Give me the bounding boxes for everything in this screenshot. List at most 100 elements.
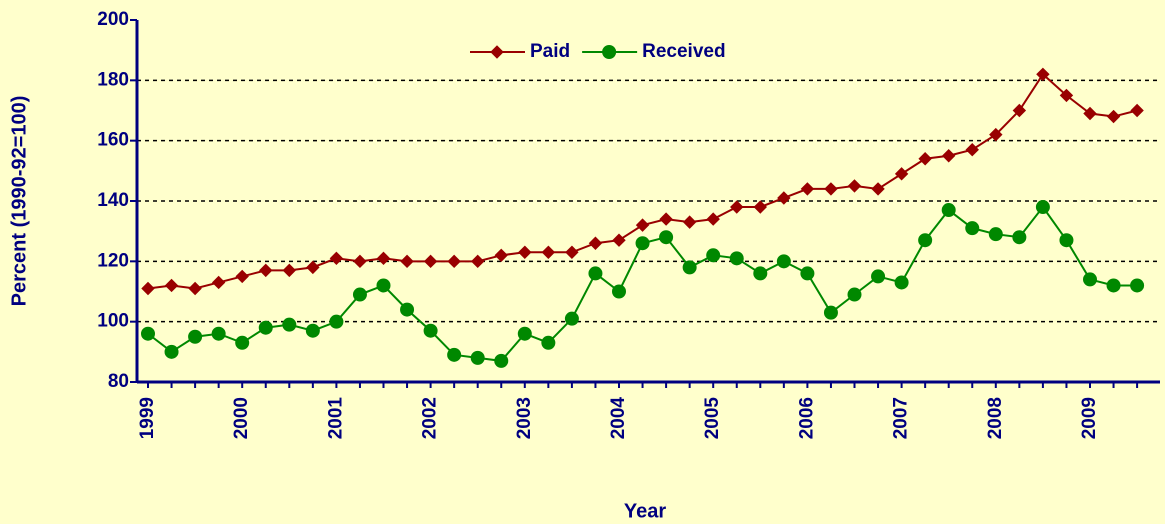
data-point	[1059, 88, 1074, 103]
x-tick-label: 2006	[796, 397, 817, 439]
data-point	[918, 152, 932, 166]
data-point	[353, 254, 367, 269]
data-point	[376, 278, 391, 293]
data-point	[141, 281, 155, 296]
data-point	[188, 329, 203, 344]
x-tick-label: 2001	[325, 397, 346, 440]
data-point	[989, 127, 1003, 142]
data-point	[659, 230, 674, 245]
data-point	[730, 200, 744, 214]
data-point	[259, 263, 273, 278]
data-point	[823, 305, 838, 320]
legend-label: Paid	[530, 41, 570, 62]
data-point	[1059, 233, 1074, 248]
data-point	[423, 254, 438, 269]
data-point	[258, 320, 273, 335]
data-point	[1035, 200, 1050, 215]
data-point	[305, 323, 320, 338]
data-point	[918, 233, 933, 248]
data-point	[776, 254, 791, 269]
data-point	[753, 200, 768, 214]
data-point	[564, 311, 579, 326]
data-point	[1130, 103, 1144, 118]
data-point	[753, 266, 768, 281]
data-point	[588, 266, 603, 281]
y-axis-title: Percent (1990-92=100)	[8, 96, 30, 307]
data-point	[777, 191, 791, 205]
y-tick-label: 120	[97, 250, 129, 271]
y-tick-label: 160	[97, 130, 129, 151]
series-line	[147, 72, 1138, 290]
data-point	[659, 212, 673, 226]
y-tick-label: 100	[97, 311, 129, 332]
x-tick-label: 2007	[891, 397, 912, 439]
data-point	[329, 314, 344, 329]
data-point	[470, 350, 485, 365]
data-point	[706, 212, 720, 226]
data-point	[400, 302, 415, 317]
data-point	[400, 254, 414, 269]
data-point	[682, 215, 697, 229]
data-point	[541, 335, 556, 350]
data-point	[329, 251, 344, 266]
data-point	[965, 143, 979, 157]
x-tick-label: 2008	[985, 397, 1006, 439]
data-point	[494, 353, 509, 368]
data-point	[706, 248, 721, 263]
data-point	[847, 179, 862, 193]
data-point	[965, 221, 980, 236]
data-point	[447, 254, 461, 269]
data-point	[1012, 230, 1027, 245]
data-point	[188, 281, 202, 296]
data-point	[541, 245, 556, 259]
data-point	[941, 203, 956, 218]
data-point	[894, 167, 909, 181]
data-point	[588, 236, 603, 250]
data-point	[352, 287, 367, 302]
y-tick-label: 180	[97, 69, 129, 90]
data-point	[423, 323, 438, 338]
data-point	[164, 344, 179, 359]
x-axis-title: Year	[624, 500, 666, 522]
data-point	[235, 269, 249, 284]
data-point	[1130, 278, 1145, 293]
data-point	[800, 266, 815, 281]
data-point	[894, 275, 909, 290]
data-point	[164, 278, 179, 293]
data-point	[282, 263, 297, 278]
data-point	[635, 218, 650, 232]
legend-label: Received	[642, 41, 725, 62]
data-point	[518, 245, 532, 259]
data-point	[824, 182, 838, 196]
data-point	[635, 236, 650, 251]
y-tick-label: 140	[97, 190, 129, 211]
data-point	[141, 326, 155, 341]
data-point	[211, 275, 226, 290]
data-point	[988, 227, 1003, 242]
x-tick-label: 2009	[1079, 397, 1100, 439]
data-point	[612, 233, 626, 247]
data-point	[494, 248, 508, 263]
data-point	[517, 326, 532, 341]
data-point	[376, 251, 391, 266]
data-point	[682, 260, 697, 275]
data-point	[1106, 109, 1121, 124]
data-point	[282, 317, 297, 332]
x-tick-label: 2003	[514, 397, 535, 439]
data-point	[847, 287, 862, 302]
x-tick-label: 2005	[702, 397, 723, 440]
data-point	[470, 254, 485, 269]
x-tick-label: 2004	[608, 397, 629, 440]
data-point	[1083, 272, 1097, 287]
data-point	[1083, 106, 1097, 121]
legend-marker	[490, 45, 504, 59]
legend-marker	[602, 45, 617, 59]
data-point	[1036, 67, 1050, 82]
data-point	[800, 182, 815, 196]
data-point	[729, 251, 744, 266]
data-point	[565, 245, 579, 259]
data-point	[1106, 278, 1121, 293]
data-point	[447, 347, 462, 362]
